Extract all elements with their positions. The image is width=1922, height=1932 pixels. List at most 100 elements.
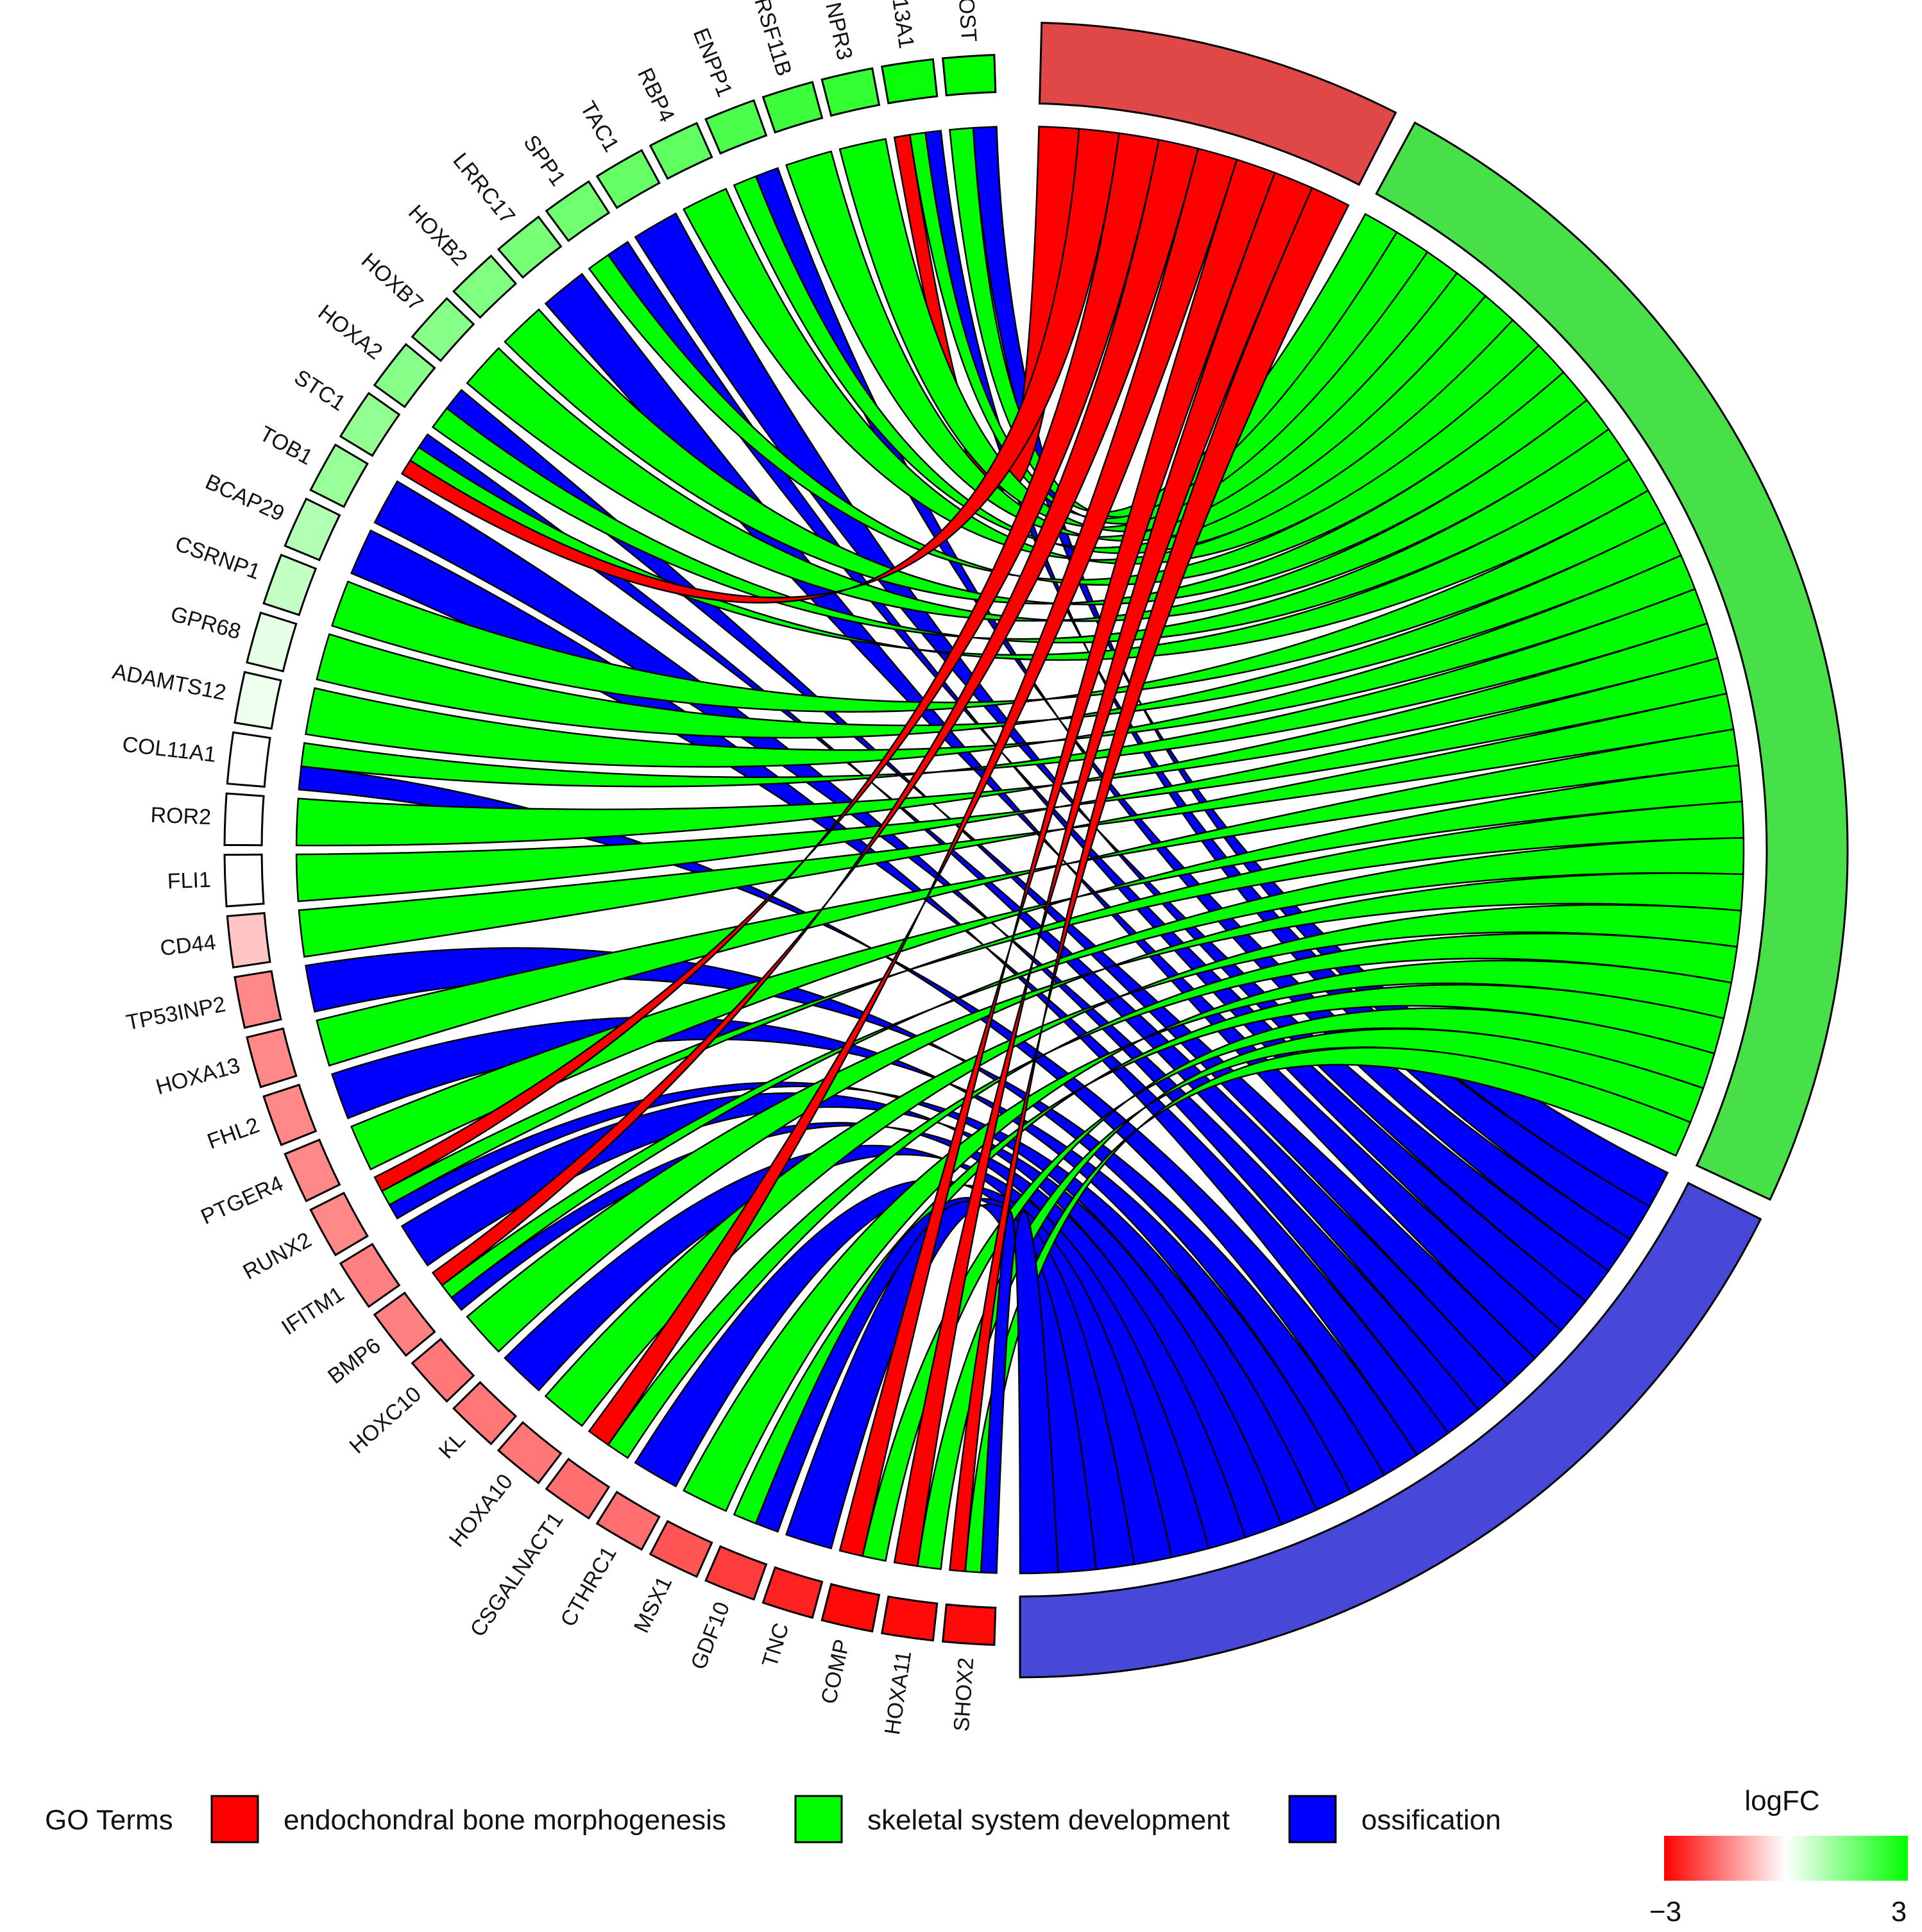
gene-label-cd44: CD44	[159, 930, 217, 961]
gene-label-stc1: STC1	[290, 365, 350, 416]
chord-hoxc10-skeletal-system-development	[466, 872, 1744, 1353]
gene-block-tac1	[595, 149, 661, 209]
gene-label-runx2: RUNX2	[239, 1228, 316, 1285]
logfc-max-label: 3	[1891, 1896, 1907, 1928]
chord-ribbons	[295, 126, 1745, 1575]
chord-msx1-skeletal-system-development	[683, 960, 1733, 1513]
gene-block-gpr68	[246, 611, 298, 673]
gene-label-ror2: ROR2	[150, 803, 212, 830]
chord-tnfrsf11b-skeletal-system-development	[785, 150, 1487, 542]
gene-block-runx2	[309, 1191, 369, 1257]
chord-bmp6-endochondral-bone-morphogenesis	[431, 139, 1200, 1287]
gene-block-col13a1	[881, 58, 939, 105]
gene-label-fhl2: FHL2	[204, 1113, 262, 1154]
gene-block-hoxb2	[452, 254, 518, 319]
gene-block-fli1	[223, 853, 265, 908]
chord-comp-endochondral-bone-morphogenesis	[838, 158, 1276, 1557]
gene-block-tnfrsf11b	[761, 81, 824, 134]
gene-block-tob1	[309, 443, 369, 509]
chord-csrnp1-skeletal-system-development	[330, 489, 1667, 713]
gene-label-ptger4: PTGER4	[198, 1171, 287, 1230]
chord-ptger4-skeletal-system-development	[350, 764, 1743, 1171]
legend-swatch-endochondral-bone-morphogenesis	[210, 1795, 259, 1843]
gene-block-rbp4	[649, 122, 713, 180]
gene-label-gpr68: GPR68	[168, 602, 244, 644]
gene-block-fhl2	[262, 1083, 318, 1146]
chord-stc1-skeletal-system-development	[409, 446, 1649, 661]
chord-hoxa2-skeletal-system-development	[431, 407, 1631, 644]
gene-label-npr3: NPR3	[821, 0, 857, 62]
gene-block-msx1	[649, 1520, 713, 1578]
term-block-endochondral-bone-morphogenesis	[1038, 21, 1397, 186]
gene-label-bcap29: BCAP29	[201, 470, 287, 526]
gene-block-adamts12	[234, 670, 282, 730]
gene-label-kl: KL	[434, 1427, 470, 1463]
gene-label-comp: COMP	[817, 1637, 855, 1706]
gene-label-hoxa2: HOXA2	[314, 300, 387, 364]
chord-csgalnact1-skeletal-system-development	[607, 933, 1739, 1459]
legend-title: GO Terms	[45, 1804, 173, 1836]
gene-label-tnfrsf11b: TNFRSF11B	[737, 0, 796, 79]
gene-label-tac1: TAC1	[575, 97, 624, 156]
chord-hoxb2-skeletal-system-development	[504, 308, 1588, 606]
chord-shox2-ossification	[980, 1210, 1059, 1575]
gene-block-comp	[821, 1582, 881, 1633]
chord-cthrc1-ossification	[634, 1179, 1173, 1566]
term-blocks	[1019, 21, 1849, 1679]
chord-ror2-skeletal-system-development	[295, 622, 1719, 847]
legend-label-endochondral-bone-morphogenesis: endochondral bone morphogenesis	[284, 1804, 726, 1836]
chord-hoxa10-skeletal-system-development	[544, 904, 1742, 1427]
gene-block-cthrc1	[595, 1491, 661, 1551]
gene-label-spp1: SPP1	[518, 131, 570, 191]
gene-block-bmp6	[373, 1291, 436, 1357]
gene-label-hoxa10: HOXA10	[445, 1470, 518, 1552]
gene-label-sost: SOST	[953, 0, 981, 43]
gene-label-gdf10: GDF10	[686, 1598, 735, 1673]
gene-block-hoxa2	[373, 343, 436, 409]
gene-block-tnc	[761, 1566, 824, 1619]
gene-block-sost	[941, 54, 997, 97]
gene-label-rbp4: RBP4	[633, 64, 679, 126]
gene-block-csgalnact1	[545, 1457, 611, 1520]
gene-block-spp1	[545, 180, 611, 242]
chord-gdf10-ossification	[754, 1197, 1135, 1571]
logfc-gradient-bar	[1664, 1836, 1908, 1881]
gene-block-bcap29	[284, 497, 341, 562]
gene-label-tnc: TNC	[758, 1620, 794, 1670]
gene-block-ptger4	[284, 1138, 341, 1203]
gene-label-enpp1: ENPP1	[688, 25, 737, 101]
chord-hoxa13-skeletal-system-development	[316, 728, 1740, 1067]
legend-items: endochondral bone morphogenesis skeletal …	[210, 1795, 1501, 1843]
gene-label-shox2: SHOX2	[949, 1657, 978, 1732]
logfc-title: logFC	[1744, 1785, 1819, 1817]
chord-fli1-skeletal-system-development	[295, 657, 1728, 902]
chord-comp-skeletal-system-development	[862, 1007, 1715, 1562]
legend-label-ossification: ossification	[1361, 1804, 1501, 1836]
gene-label-tp53inp2: TP53INP2	[124, 992, 227, 1035]
gene-label-fli1: FLI1	[167, 868, 211, 894]
chord-cd44-skeletal-system-development	[298, 692, 1735, 958]
gene-label-bmp6: BMP6	[323, 1334, 386, 1389]
chord-hoxa11-endochondral-bone-morphogenesis	[893, 171, 1314, 1568]
gene-block-hoxb7	[411, 297, 475, 362]
legend-swatch-ossification	[1288, 1795, 1337, 1843]
gene-block-hoxa10	[497, 1421, 563, 1485]
logfc-min-label: −3	[1649, 1896, 1681, 1928]
chord-hoxa11-skeletal-system-development	[916, 1028, 1705, 1570]
legend-label-skeletal-system-development: skeletal system development	[867, 1804, 1230, 1836]
gene-block-shox2	[941, 1603, 997, 1646]
gene-block-gdf10	[704, 1545, 768, 1601]
chord-gpr68-skeletal-system-development	[316, 521, 1683, 739]
gene-label-ifitm1: IFITM1	[277, 1282, 348, 1340]
gene-label-lrrc17: LRRC17	[448, 148, 520, 228]
chord-enpp1-skeletal-system-development	[733, 175, 1514, 554]
chord-rbp4-skeletal-system-development	[683, 187, 1540, 565]
gene-label-hoxc10: HOXC10	[345, 1382, 427, 1458]
gene-label-cthrc1: CTHRC1	[556, 1542, 621, 1631]
logfc-colorbar: logFC −3 3	[1649, 1785, 1908, 1928]
legend: GO Terms endochondral bone morphogenesis…	[45, 1795, 1501, 1843]
gene-label-hoxa11: HOXA11	[880, 1649, 916, 1736]
gene-blocks	[223, 54, 997, 1646]
gene-block-tp53inp2	[234, 970, 282, 1030]
